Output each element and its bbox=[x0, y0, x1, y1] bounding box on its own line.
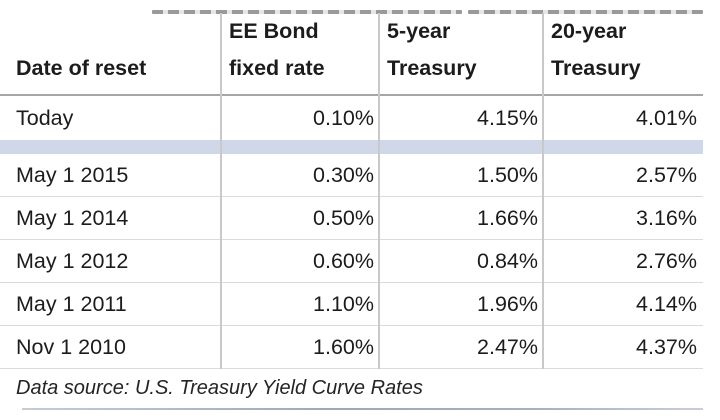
t5-cell: 2.47% bbox=[477, 335, 538, 359]
ee-rate-cell: 0.60% bbox=[313, 249, 374, 273]
header-ee-bond-fixed-rate: EE Bond fixed rate bbox=[221, 13, 379, 94]
column-divider-1 bbox=[220, 13, 222, 369]
header-date-of-reset: Date of reset bbox=[0, 13, 221, 94]
t20-cell: 4.37% bbox=[636, 335, 697, 359]
column-divider-2 bbox=[378, 13, 380, 369]
ee-rate-cell: 0.10% bbox=[313, 106, 374, 130]
table-header-row: Date of reset EE Bond fixed rate 5-year … bbox=[0, 13, 703, 96]
cropped-row-remnant-left bbox=[152, 10, 462, 14]
header-line2: fixed rate bbox=[229, 56, 325, 80]
header-line1: 20-year bbox=[551, 19, 627, 43]
ee-rate-cell: 1.60% bbox=[313, 335, 374, 359]
bottom-rule bbox=[22, 408, 703, 410]
header-line2: Treasury bbox=[551, 56, 641, 80]
t5-cell: 1.66% bbox=[477, 206, 538, 230]
date-cell: Today bbox=[16, 106, 74, 130]
date-cell: May 1 2014 bbox=[16, 206, 129, 230]
header-5-year-treasury: 5-year Treasury bbox=[379, 13, 543, 94]
t20-cell: 4.14% bbox=[636, 292, 697, 316]
table-row-may-2014: May 1 2014 0.50% 1.66% 3.16% bbox=[0, 197, 703, 240]
header-line2: Date of reset bbox=[16, 56, 147, 80]
rates-table: Date of reset EE Bond fixed rate 5-year … bbox=[0, 13, 703, 369]
column-divider-3 bbox=[542, 13, 544, 369]
highlight-separator-band bbox=[0, 140, 703, 154]
date-cell: May 1 2011 bbox=[16, 292, 127, 316]
t20-cell: 2.76% bbox=[636, 249, 697, 273]
t5-cell: 0.84% bbox=[477, 249, 538, 273]
date-cell: May 1 2012 bbox=[16, 249, 129, 273]
ee-rate-cell: 1.10% bbox=[313, 292, 374, 316]
header-line1: EE Bond bbox=[229, 19, 319, 43]
header-20-year-treasury: 20-year Treasury bbox=[543, 13, 703, 94]
header-line1: 5-year bbox=[387, 19, 451, 43]
data-source-note: Data source: U.S. Treasury Yield Curve R… bbox=[16, 377, 423, 399]
t20-cell: 3.16% bbox=[636, 206, 697, 230]
t5-cell: 1.50% bbox=[477, 163, 538, 187]
table-row-may-2012: May 1 2012 0.60% 0.84% 2.76% bbox=[0, 240, 703, 283]
date-cell: Nov 1 2010 bbox=[16, 335, 126, 359]
t20-cell: 4.01% bbox=[636, 106, 697, 130]
table-row-may-2011: May 1 2011 1.10% 1.96% 4.14% bbox=[0, 283, 703, 326]
ee-rate-cell: 0.30% bbox=[313, 163, 374, 187]
table-row-today: Today 0.10% 4.15% 4.01% bbox=[0, 96, 703, 140]
cropped-row-remnant-right bbox=[468, 10, 703, 14]
t5-cell: 4.15% bbox=[477, 106, 538, 130]
date-cell: May 1 2015 bbox=[16, 163, 129, 187]
table-row-nov-2010: Nov 1 2010 1.60% 2.47% 4.37% bbox=[0, 326, 703, 369]
header-line2: Treasury bbox=[387, 56, 477, 80]
ee-rate-cell: 0.50% bbox=[313, 206, 374, 230]
t5-cell: 1.96% bbox=[477, 292, 538, 316]
t20-cell: 2.57% bbox=[636, 163, 697, 187]
table-row-may-2015: May 1 2015 0.30% 1.50% 2.57% bbox=[0, 154, 703, 197]
